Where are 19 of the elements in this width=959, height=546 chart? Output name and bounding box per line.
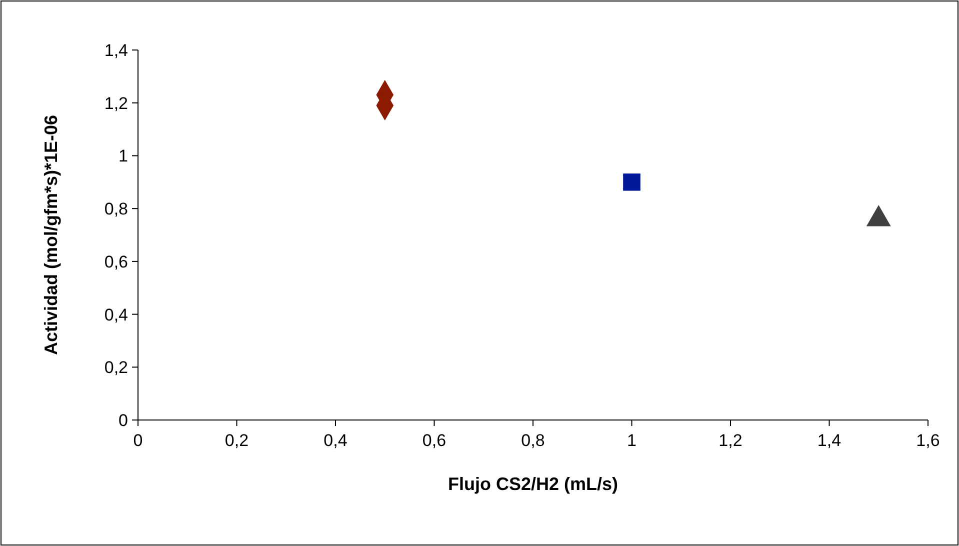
y-tick-label: 0 [118,411,128,430]
y-tick-label: 0,8 [104,200,128,219]
x-tick-label: 0,6 [422,431,446,450]
y-tick-label: 1 [118,146,128,166]
x-tick-label: 0,4 [324,431,348,450]
x-tick-label: 0,8 [521,431,545,450]
x-tick-label: 1 [627,431,636,450]
y-tick-label: 1,4 [104,41,128,60]
y-axis-title: Actividad (mol/gfm*s)*1E-06 [41,114,61,356]
y-tick-label: 0,2 [104,358,128,378]
x-axis-title: Flujo CS2/H2 (mL/s) [448,474,618,494]
x-tick-label: 1,6 [916,431,940,450]
x-tick-label: 1,4 [817,431,842,450]
x-tick-label: 1,2 [718,431,742,450]
y-tick-label: 0,6 [104,252,128,272]
x-tick-label: 0,2 [224,431,249,450]
y-tick-label: 0,4 [104,305,128,324]
x-tick-label: 0 [133,431,143,450]
y-tick-label: 1,2 [104,94,128,113]
